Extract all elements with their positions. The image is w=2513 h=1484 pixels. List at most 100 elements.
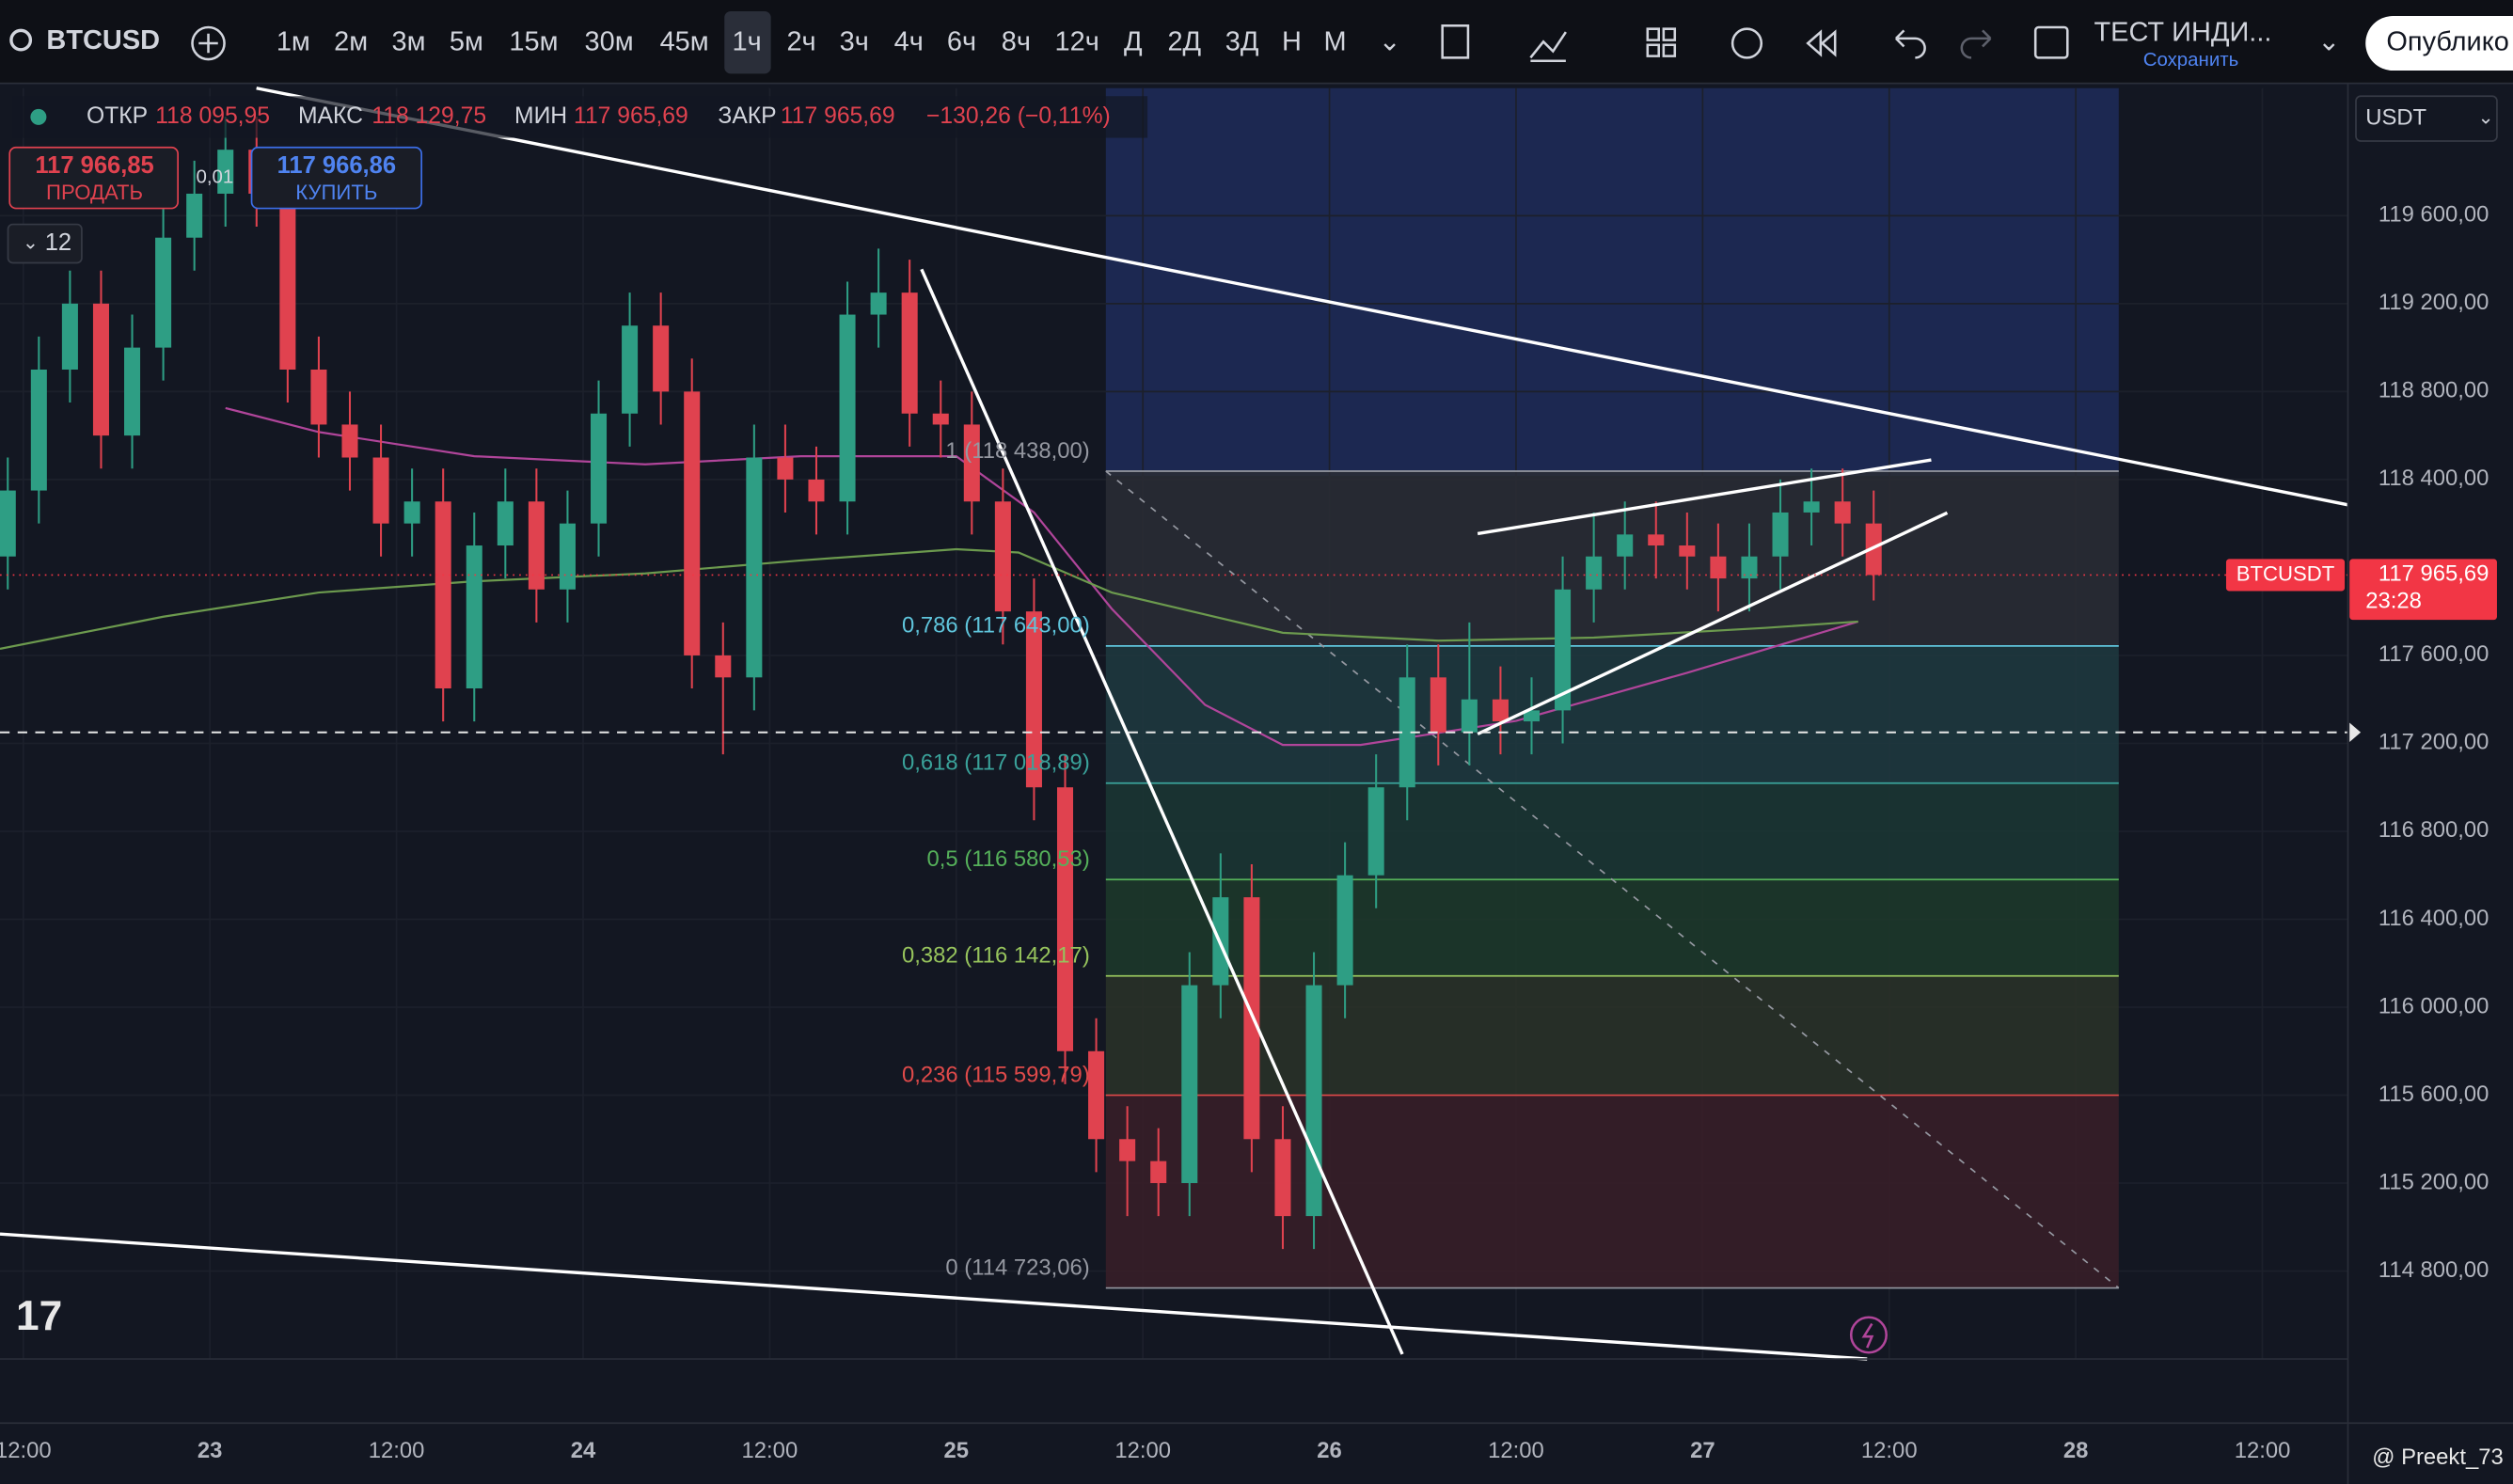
interval[interactable]: Д bbox=[1124, 27, 1143, 57]
x-tick-label: 24 bbox=[571, 1438, 596, 1463]
indicators-count[interactable]: 12 bbox=[45, 229, 71, 256]
fib-zone bbox=[1105, 645, 2119, 783]
interval[interactable]: М bbox=[1323, 27, 1346, 57]
publish-button[interactable] bbox=[2365, 16, 2513, 71]
alert-icon[interactable] bbox=[1731, 27, 1763, 59]
candle-body bbox=[1119, 1139, 1136, 1161]
interval[interactable]: 8ч bbox=[1002, 27, 1031, 57]
currency-select[interactable] bbox=[2355, 95, 2498, 142]
candle-body bbox=[1150, 1160, 1167, 1184]
fib-label: 0,786 (117 643,00) bbox=[902, 613, 1090, 639]
candle-body bbox=[963, 424, 980, 502]
sell-label[interactable]: ПРОДАТЬ bbox=[46, 181, 143, 204]
interval[interactable]: 6ч bbox=[947, 27, 976, 57]
replay-icon[interactable] bbox=[1806, 29, 1837, 57]
candle-body bbox=[1336, 875, 1353, 986]
x-tick-label: 12:00 bbox=[0, 1438, 52, 1463]
interval[interactable]: 3м bbox=[392, 27, 426, 57]
undo[interactable] bbox=[1895, 29, 1926, 59]
fib-label: 0,618 (117 018,89) bbox=[902, 750, 1090, 776]
indicators-toggle[interactable] bbox=[7, 223, 83, 264]
candle-body bbox=[372, 457, 389, 524]
interval[interactable]: 30м bbox=[584, 27, 633, 57]
sell-button[interactable] bbox=[8, 146, 180, 210]
symbol-tag-label: BTCUSDT bbox=[2236, 561, 2335, 585]
sell-price[interactable]: 117 966,85 bbox=[35, 152, 153, 179]
fib-label: 0,5 (116 580,53) bbox=[927, 846, 1090, 872]
candle-body bbox=[1274, 1139, 1291, 1217]
toolbar bbox=[0, 0, 2513, 84]
x-tick-label: 26 bbox=[1317, 1438, 1342, 1463]
candle-body bbox=[341, 424, 358, 458]
layout-name[interactable]: ТЕСТ ИНДИ... bbox=[2094, 17, 2271, 47]
high-value: 118 129,75 bbox=[371, 103, 486, 129]
position-zone bbox=[1105, 87, 2119, 477]
logo: 17 bbox=[16, 1293, 62, 1339]
interval[interactable]: 3ч bbox=[840, 27, 869, 57]
y-tick-label: 115 200,00 bbox=[2379, 1169, 2489, 1194]
publish-label[interactable]: Опублико bbox=[2386, 27, 2508, 57]
interval[interactable]: 5м bbox=[450, 27, 483, 57]
lightning-icon[interactable] bbox=[1849, 1316, 1888, 1354]
y-tick-label: 114 800,00 bbox=[2379, 1257, 2489, 1283]
interval[interactable]: 2м bbox=[334, 27, 368, 57]
buy-price[interactable]: 117 966,86 bbox=[277, 152, 396, 179]
layout-icon[interactable] bbox=[1646, 27, 1677, 57]
interval[interactable]: 1ч bbox=[733, 27, 762, 57]
active-interval-bg bbox=[724, 10, 771, 74]
plot: 1 (118 438,00) 0,786 (117 643,00) 0,618 (1… bbox=[0, 87, 2362, 1361]
fib-label: 0,236 (115 599,79) bbox=[902, 1062, 1090, 1087]
candle-body bbox=[808, 479, 825, 502]
toggle-arrow: ⌄ bbox=[23, 231, 39, 253]
symbol[interactable]: BTCUSD bbox=[46, 25, 160, 55]
interval[interactable]: 1м bbox=[277, 27, 310, 57]
y-tick-label: 116 000,00 bbox=[2379, 993, 2489, 1018]
candle-body bbox=[653, 325, 670, 392]
search-icon[interactable] bbox=[9, 28, 33, 52]
add-symbol[interactable] bbox=[191, 25, 226, 61]
candle-body bbox=[1056, 787, 1074, 1051]
interval[interactable]: 15м bbox=[509, 27, 558, 57]
buy-label[interactable]: КУПИТЬ bbox=[295, 181, 377, 204]
candle-body bbox=[622, 325, 639, 414]
x-tick-label: 12:00 bbox=[2235, 1438, 2291, 1463]
trend-line bbox=[1477, 511, 1949, 736]
x-tick-label: 12:00 bbox=[1114, 1438, 1171, 1463]
intervals: 1м 2м 3м 5м 15м 30м 45м 1ч 2ч 3ч 4ч 6ч 8ч 12ч Д 2Д 3Д Н М bbox=[277, 27, 1347, 57]
indicators-icon[interactable] bbox=[1529, 31, 1567, 63]
candle-body bbox=[1834, 501, 1851, 524]
interval[interactable]: 2Д bbox=[1167, 27, 1201, 57]
save-status[interactable]: Сохранить bbox=[2143, 49, 2239, 71]
fib-label: 0 (114 723,06) bbox=[945, 1255, 1089, 1280]
interval[interactable]: Н bbox=[1282, 27, 1302, 57]
currency[interactable]: USDT bbox=[2365, 104, 2426, 130]
buy-button[interactable] bbox=[250, 146, 423, 210]
moving-average bbox=[225, 406, 1859, 747]
candle-body bbox=[590, 413, 608, 524]
candle-body bbox=[1741, 556, 1758, 579]
interval[interactable]: 2ч bbox=[786, 27, 815, 57]
x-tick-label: 28 bbox=[2063, 1438, 2089, 1463]
more-intervals[interactable]: ⌄ bbox=[1379, 27, 1401, 57]
candle-body bbox=[497, 501, 514, 546]
open-value: 118 095,95 bbox=[155, 103, 270, 129]
candle-body bbox=[1181, 985, 1198, 1184]
interval[interactable]: 45м bbox=[660, 27, 709, 57]
interval[interactable]: 12ч bbox=[1054, 27, 1098, 57]
fullscreen[interactable] bbox=[2033, 25, 2069, 59]
x-tick-label: 12:00 bbox=[1488, 1438, 1544, 1463]
candle-body bbox=[217, 150, 234, 194]
interval[interactable]: 4ч bbox=[894, 27, 924, 57]
layout-menu[interactable]: ⌄ bbox=[2317, 27, 2340, 57]
candle-body bbox=[777, 457, 794, 480]
candle-body bbox=[1772, 512, 1789, 557]
candle-body bbox=[124, 347, 141, 436]
interval[interactable]: 3Д bbox=[1225, 27, 1259, 57]
candle-body bbox=[186, 193, 203, 238]
trend-line bbox=[920, 268, 1404, 1355]
redo[interactable] bbox=[1960, 29, 1992, 59]
fib-zone bbox=[1105, 782, 2119, 880]
chart-type-icon[interactable] bbox=[1441, 24, 1470, 59]
price-tag-label: 117 965,69 bbox=[2379, 561, 2489, 587]
